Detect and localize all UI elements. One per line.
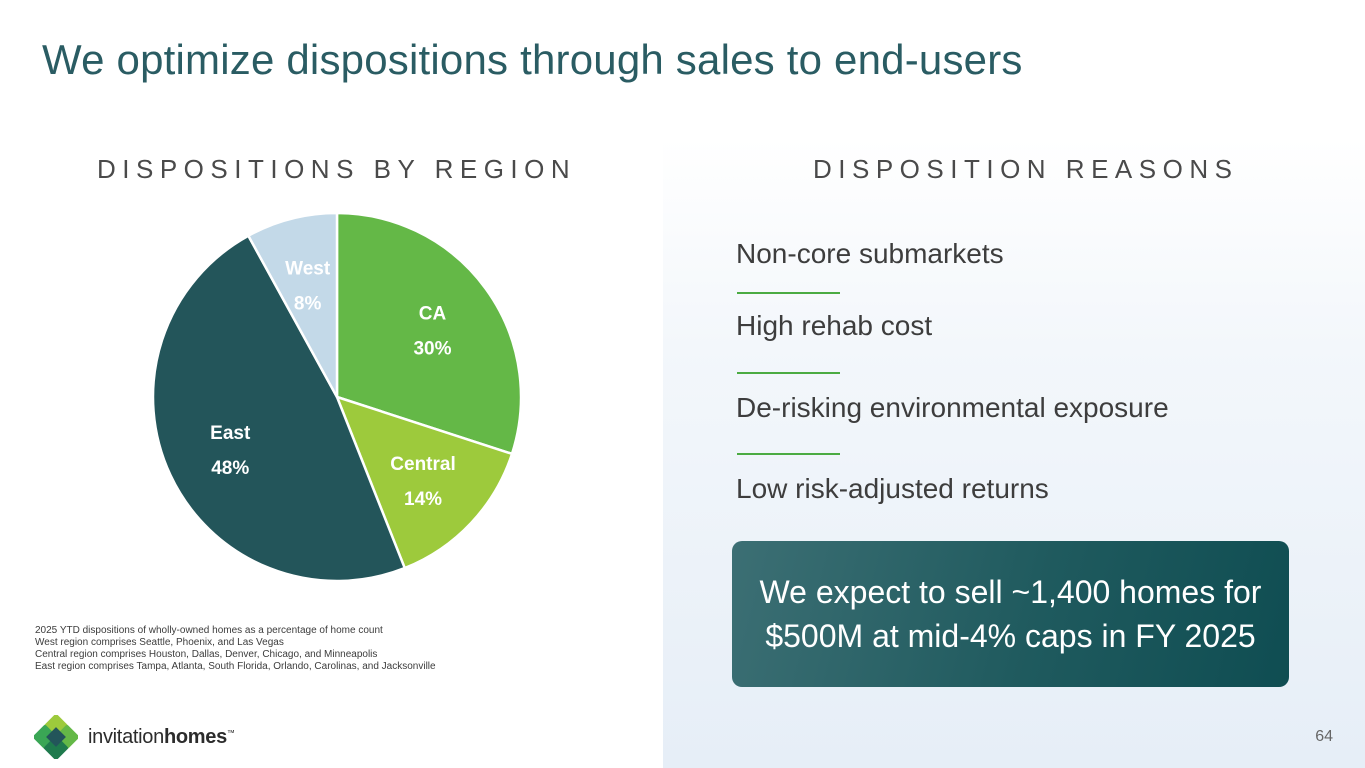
pie-value-west: 8% — [294, 294, 322, 315]
pie-label-ca: CA — [419, 304, 447, 325]
pie-slice-east — [151, 234, 407, 583]
footnote: Central region comprises Houston, Dallas… — [35, 649, 378, 660]
page-title: We optimize dispositions through sales t… — [42, 36, 1023, 83]
footnotes: 2025 YTD dispositions of wholly-owned ho… — [35, 625, 436, 673]
pie-value-east: 48% — [211, 458, 249, 479]
callout-line-1: We expect to sell ~1,400 homes for — [759, 574, 1262, 610]
reason-divider — [737, 372, 840, 374]
pie-slice-central — [334, 394, 514, 570]
footnote: 2025 YTD dispositions of wholly-owned ho… — [35, 625, 383, 636]
invitation-homes-logo-icon — [34, 715, 78, 759]
pie-label-west: West — [285, 259, 331, 280]
reason-divider — [737, 453, 840, 455]
brand-wordmark: invitationhomes™ — [88, 726, 235, 749]
brand-trademark: ™ — [226, 728, 235, 738]
reason-non-core-submarkets: Non-core submarkets — [736, 238, 1004, 269]
brand-part-1: invitation — [88, 726, 164, 748]
pie-label-central: Central — [390, 454, 455, 475]
brand-part-2: homes — [163, 726, 227, 748]
pie-slice-ca — [335, 211, 523, 456]
reason-low-risk-adjusted-returns: Low risk-adjusted returns — [736, 473, 1049, 504]
reason-high-rehab-cost: High rehab cost — [736, 310, 933, 341]
footnote: East region comprises Tampa, Atlanta, So… — [35, 661, 436, 672]
pie-slice-west — [246, 211, 339, 398]
pie-label-east: East — [210, 423, 251, 444]
reason-environmental-exposure: De-risking environmental exposure — [736, 392, 1169, 423]
pie-value-ca: 30% — [413, 339, 451, 360]
dispositions-by-region-title: DISPOSITIONS BY REGION — [97, 154, 577, 184]
pie-value-central: 14% — [404, 489, 442, 510]
disposition-reasons-title: DISPOSITION REASONS — [813, 154, 1239, 184]
footnote: West region comprises Seattle, Phoenix, … — [35, 637, 284, 648]
dispositions-pie-chart: CA 30% Central 14% East 48% West 8% — [151, 211, 523, 583]
sales-expectation-callout: We expect to sell ~1,400 homes for $500M… — [732, 541, 1289, 687]
callout-line-2: $500M at mid-4% caps in FY 2025 — [765, 618, 1256, 654]
page-number: 64 — [1315, 728, 1333, 745]
reason-divider — [737, 292, 840, 294]
